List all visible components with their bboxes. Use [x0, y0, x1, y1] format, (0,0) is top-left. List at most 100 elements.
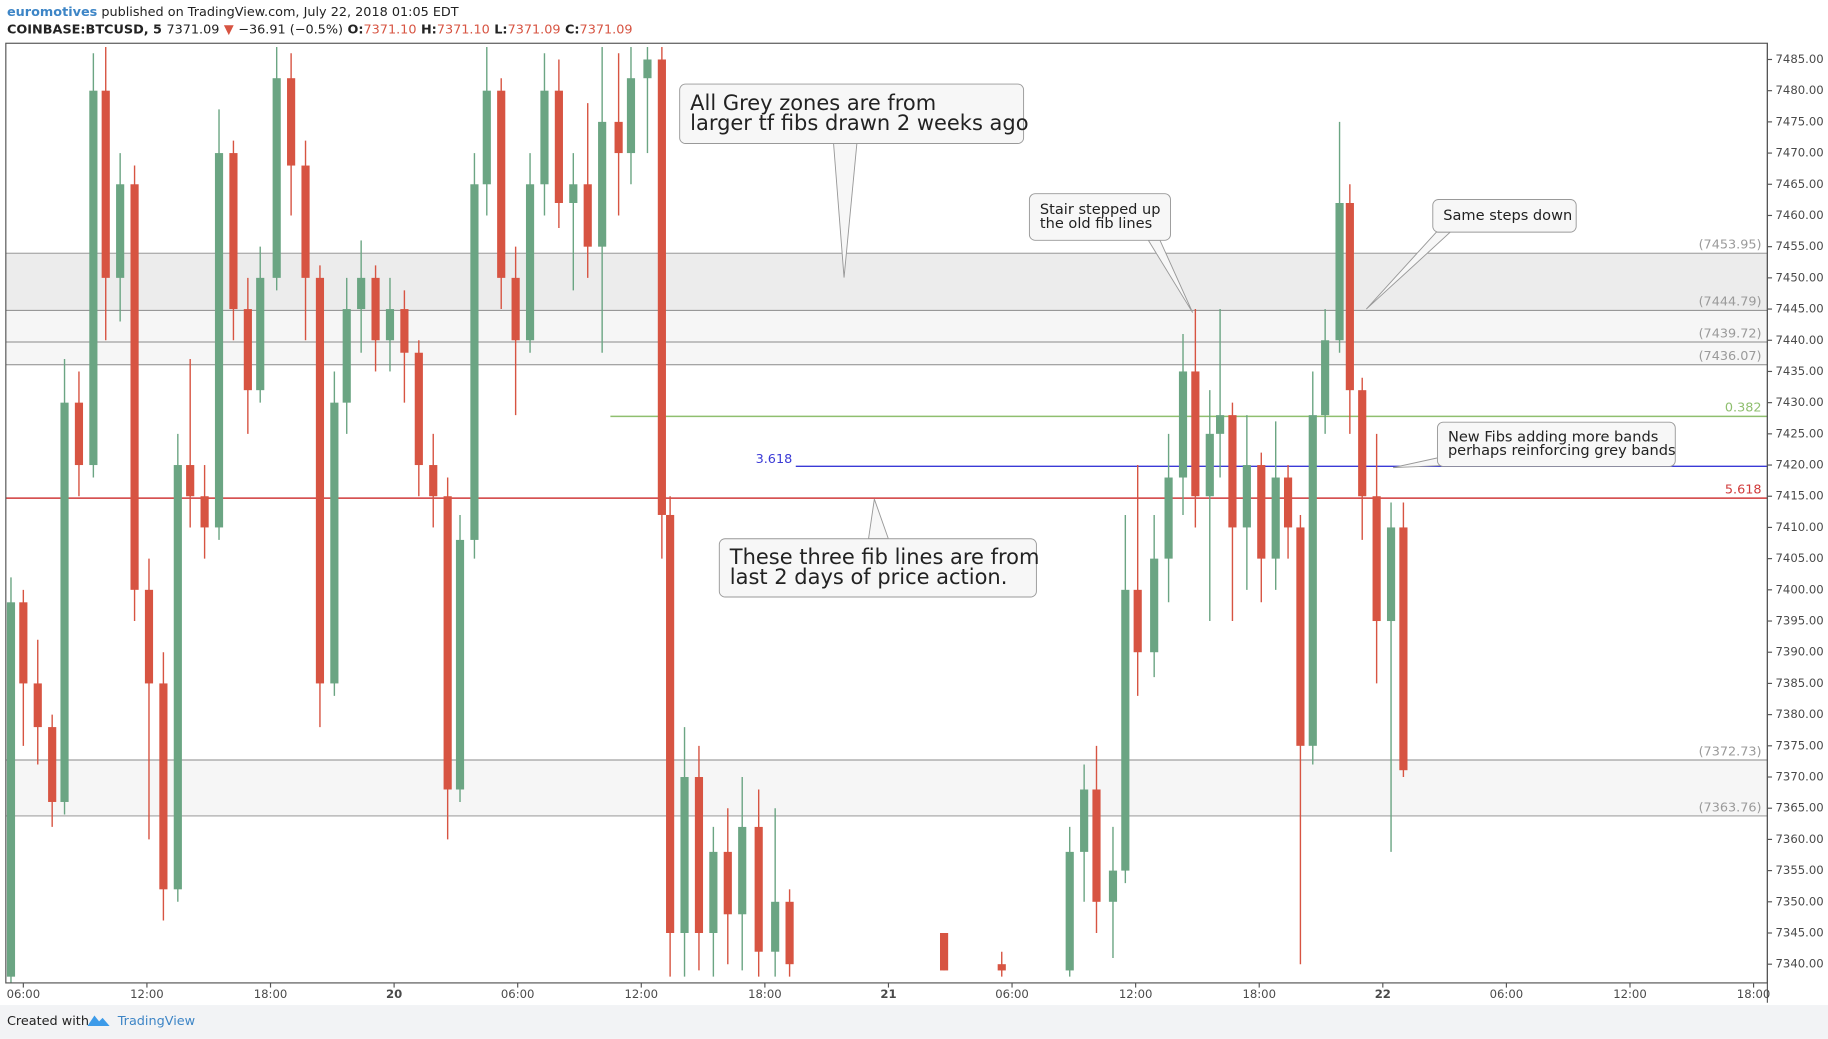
y-tick-label: 7380.00 — [1776, 707, 1824, 721]
fib-line-label: 3.618 — [756, 452, 793, 467]
candle-body — [287, 78, 296, 166]
candle-body — [1345, 202, 1354, 391]
candle-body — [173, 465, 182, 890]
footer-brand[interactable]: TradingView — [117, 1014, 195, 1029]
candle-body — [1080, 789, 1089, 852]
candle-body — [771, 901, 780, 952]
callout-text: perhaps reinforcing grey bands — [1448, 442, 1676, 459]
y-tick-label: 7475.00 — [1776, 114, 1824, 128]
candle-body — [60, 402, 69, 802]
high-value: 7371.10 — [437, 22, 490, 37]
x-tick-label: 06:00 — [501, 987, 535, 1001]
candle-body — [754, 826, 763, 952]
y-tick-label: 7350.00 — [1776, 894, 1824, 908]
low-label: L: — [494, 22, 507, 37]
candle-body — [443, 496, 452, 790]
y-tick-label: 7425.00 — [1776, 426, 1824, 440]
candle-body — [1065, 851, 1074, 971]
y-tick-label: 7420.00 — [1776, 458, 1824, 472]
fib-level-label: (7439.72) — [1699, 326, 1762, 341]
candle-body — [116, 184, 125, 278]
y-tick-label: 7460.00 — [1776, 208, 1824, 222]
callout-box — [679, 83, 1025, 144]
open-value: 7371.10 — [364, 22, 417, 37]
x-tick-label: 18:00 — [254, 987, 288, 1001]
candle-body — [598, 121, 607, 247]
candle-body — [583, 184, 592, 247]
candle-body — [101, 90, 110, 278]
callout-box — [1028, 193, 1171, 241]
x-tick-label: 18:00 — [748, 987, 782, 1001]
symbol: COINBASE:BTCUSD, 5 — [7, 22, 162, 37]
fib-level-label: (7436.07) — [1699, 349, 1762, 364]
published: published on TradingView.com, July 22, 2… — [101, 4, 458, 19]
candle-body — [1257, 465, 1266, 559]
candle-body — [256, 277, 265, 391]
y-tick-label: 7345.00 — [1776, 925, 1824, 939]
candle-body — [511, 277, 520, 341]
y-tick-label: 7340.00 — [1776, 957, 1824, 971]
candle-body — [315, 277, 325, 684]
candle-body — [48, 727, 57, 802]
x-tick-label: 22 — [1375, 987, 1391, 1001]
fib-level-label: (7363.76) — [1699, 800, 1762, 815]
candle-body — [470, 184, 479, 540]
candle-body — [569, 184, 578, 203]
fib-zone — [5, 310, 1768, 343]
y-tick-label: 7480.00 — [1776, 83, 1824, 97]
callout-text: Same steps down — [1443, 207, 1572, 224]
candle-body — [785, 901, 794, 965]
candle-body — [1399, 527, 1408, 771]
candle-body — [680, 777, 689, 933]
callout-text: These three fib lines are from — [729, 545, 1040, 569]
candle-body — [229, 153, 238, 310]
footer — [0, 1005, 1828, 1039]
y-tick-label: 7385.00 — [1776, 676, 1824, 690]
fib-level-label: (7444.79) — [1699, 295, 1762, 310]
candle-body — [1228, 415, 1237, 528]
callout-box — [718, 538, 1037, 598]
low-value: 7371.09 — [508, 22, 561, 37]
logo — [87, 1015, 110, 1027]
candle-body — [6, 602, 16, 977]
candle-body — [1092, 789, 1101, 902]
candle-body — [89, 90, 98, 466]
candle-body — [272, 78, 281, 278]
candle-body — [1271, 477, 1280, 559]
x-tick-label: 20 — [386, 987, 402, 1001]
fib-zone — [5, 342, 1768, 365]
y-tick-label: 7360.00 — [1776, 832, 1824, 846]
fib-level-label: (7372.73) — [1699, 744, 1762, 759]
callout: Same steps down — [1365, 199, 1577, 310]
x-tick-label: 18:00 — [1242, 987, 1276, 1001]
callout-text: All Grey zones are from — [690, 91, 936, 115]
candle-body — [1296, 527, 1305, 746]
candle-body — [200, 496, 209, 528]
author[interactable]: euromotives — [7, 4, 98, 19]
candle-body — [614, 121, 623, 154]
candle-body — [1121, 589, 1130, 871]
fib-level-label: (7453.95) — [1699, 238, 1762, 253]
high-label: H: — [421, 22, 437, 37]
close-label: C: — [565, 22, 580, 37]
candle-body — [1321, 340, 1330, 416]
overlays: (7453.95) (7444.79) (7439.72) (7436.07) (737… — [679, 83, 1762, 815]
y-tick-label: 7455.00 — [1776, 239, 1824, 253]
x-tick-label: 12:00 — [625, 987, 659, 1001]
callout-box — [1436, 421, 1676, 467]
candle-body — [214, 153, 224, 528]
candle-body — [1133, 589, 1142, 653]
candle-body — [643, 59, 652, 79]
candle-body — [186, 465, 195, 497]
candle-body — [709, 851, 718, 933]
candle-body — [1108, 870, 1118, 902]
candle-body — [342, 309, 351, 403]
symbol-line: COINBASE:BTCUSD, 5 7371.09 ▼ −36.91 (−0.… — [7, 22, 633, 37]
candle-body — [144, 589, 154, 684]
candle-body — [33, 683, 42, 728]
candle-body — [159, 683, 168, 890]
candle-body — [414, 352, 423, 466]
candle-body — [1178, 371, 1188, 478]
candle-body — [666, 514, 675, 933]
